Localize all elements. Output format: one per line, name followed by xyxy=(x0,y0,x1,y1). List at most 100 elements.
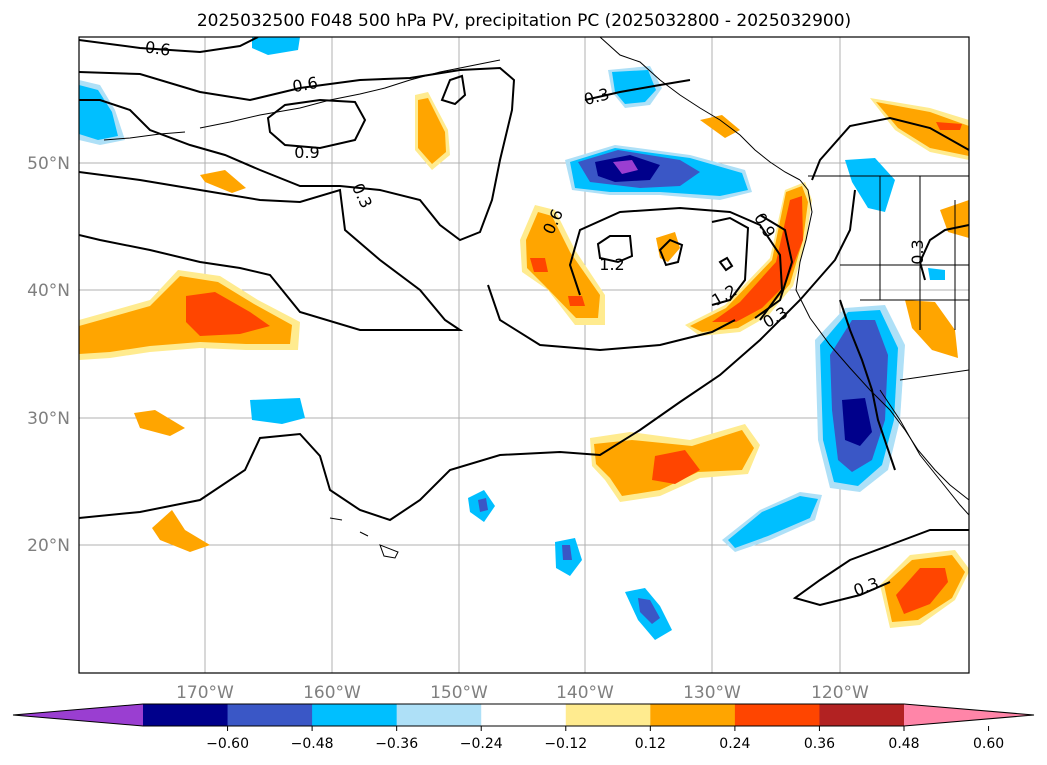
pv-contour-0.9-right xyxy=(754,214,794,319)
precip-area xyxy=(612,70,656,104)
colorbar-segment xyxy=(650,704,736,726)
pv-contour-1.2-a xyxy=(596,235,634,264)
contour-label: 0.3 xyxy=(908,239,927,264)
colorbar-segment xyxy=(312,704,398,726)
precip-area xyxy=(562,545,572,560)
precip-area xyxy=(186,292,270,336)
baja-peninsula xyxy=(879,389,969,516)
colorbar: −0.60 −0.48 −0.36 −0.24 −0.12 0.12 0.24 0.36 0.4… xyxy=(12,703,1035,752)
latitude-labels: 50°N 40°N 30°N 20°N xyxy=(27,154,70,556)
pv-contour-small xyxy=(440,74,467,106)
precip-area xyxy=(79,276,292,354)
pv-contour-0.6-north xyxy=(79,37,259,54)
pv-contour-0.6-trough xyxy=(568,206,784,321)
colorbar-tick-label: 0.48 xyxy=(888,736,919,752)
precip-area xyxy=(79,85,118,140)
map-panel: 0.6 0.6 0.9 0.3 0.3 0.6 1.2 0.9 1.2 0.3 … xyxy=(79,37,969,673)
colorbar-extend-min xyxy=(13,704,143,726)
precip-area xyxy=(134,410,185,436)
precip-area xyxy=(252,37,300,55)
precip-area xyxy=(905,300,958,358)
colorbar-segments xyxy=(12,703,1035,727)
contour-label: 1.2 xyxy=(599,255,624,274)
colorbar-segment xyxy=(396,704,482,726)
lon-label: 160°W xyxy=(303,683,361,703)
pv-contour-tiny xyxy=(718,256,734,272)
colorbar-tick-label: 0.24 xyxy=(719,736,750,752)
pv-contour-0.3-big xyxy=(79,189,856,522)
pv-contour-0.6-low xyxy=(487,284,736,352)
coastline-alaska-panhandle xyxy=(599,37,801,181)
colorbar-ticks: −0.60 −0.48 −0.36 −0.24 −0.12 0.12 0.24 0.36 0.4… xyxy=(206,726,1004,752)
longitude-labels: 170°W 160°W 150°W 140°W 130°W 120°W xyxy=(176,683,869,703)
pv-contour-0.3-east xyxy=(839,299,896,471)
precip-area xyxy=(830,320,888,472)
lat-label: 50°N xyxy=(27,154,70,174)
pv-contour-1.2-b xyxy=(658,238,684,267)
pv-contour-0.9-loop xyxy=(266,98,367,150)
precip-area xyxy=(700,115,740,138)
colorbar-extend-max xyxy=(904,704,1034,726)
state-borders xyxy=(840,176,969,381)
colorbar-outline xyxy=(12,703,1035,727)
lat-label: 40°N xyxy=(27,281,70,301)
precip-area xyxy=(712,196,803,322)
colorbar-segment xyxy=(565,704,651,726)
precip-area xyxy=(896,568,948,614)
precip-area xyxy=(876,102,969,156)
contour-label: 0.6 xyxy=(291,73,319,96)
colorbar-tick-label: −0.36 xyxy=(375,736,418,752)
contour-label: 0.6 xyxy=(144,37,172,59)
coastline-alaska-aleutians xyxy=(103,59,501,141)
precip-area xyxy=(842,398,872,446)
precip-area xyxy=(530,258,585,306)
map-title: 2025032500 F048 500 hPa PV, precipitatio… xyxy=(197,11,851,31)
colorbar-segment xyxy=(734,704,820,726)
precip-area xyxy=(936,122,962,130)
pv-contour-1.2-c xyxy=(711,216,750,306)
contour-label: 0.9 xyxy=(294,143,319,162)
precip-area xyxy=(526,212,600,318)
colorbar-tick-label: −0.60 xyxy=(206,736,249,752)
colorbar-segment xyxy=(227,704,313,726)
precip-area xyxy=(638,598,660,624)
pv-contour-0.6-arc xyxy=(79,66,516,242)
precip-area xyxy=(250,398,305,424)
pv-contour-0.3-mid xyxy=(79,171,464,331)
pv-contour-0.3-right-mid xyxy=(918,224,969,281)
lon-label: 170°W xyxy=(176,683,234,703)
precip-area xyxy=(200,170,246,193)
colorbar-tick-label: 0.36 xyxy=(804,736,835,752)
precip-area xyxy=(478,498,488,512)
precip-area xyxy=(652,450,700,484)
coastlines xyxy=(103,37,969,559)
colorbar-tick-label: 0.60 xyxy=(973,736,1004,752)
lat-label: 30°N xyxy=(27,409,70,429)
precip-area xyxy=(928,268,945,280)
colorbar-segment xyxy=(481,704,567,726)
lat-label: 20°N xyxy=(27,536,70,556)
pv-contour-0.3-south xyxy=(792,529,969,607)
map-frame xyxy=(78,36,970,674)
precip-area xyxy=(845,158,895,212)
pv-contour-0.3-top xyxy=(584,79,691,101)
precip-negative-areas xyxy=(79,37,945,640)
precip-area xyxy=(418,98,446,164)
hawaii-islands xyxy=(329,517,399,559)
coastline-west-us xyxy=(795,179,969,501)
colorbar-segment xyxy=(143,704,229,726)
colorbar-tick-label: −0.48 xyxy=(291,736,334,752)
precip-area xyxy=(728,496,818,548)
pv-contours xyxy=(79,37,969,607)
colorbar-tick-label: −0.24 xyxy=(460,736,503,752)
precip-area xyxy=(152,510,210,552)
lon-label: 150°W xyxy=(430,683,488,703)
lon-label: 120°W xyxy=(811,683,869,703)
colorbar-segment xyxy=(819,704,905,726)
colorbar-tick-label: −0.12 xyxy=(544,736,587,752)
colorbar-tick-label: 0.12 xyxy=(635,736,666,752)
lon-label: 130°W xyxy=(683,683,741,703)
pv-contour-0.3-right-top xyxy=(811,116,969,181)
lon-label: 140°W xyxy=(556,683,614,703)
